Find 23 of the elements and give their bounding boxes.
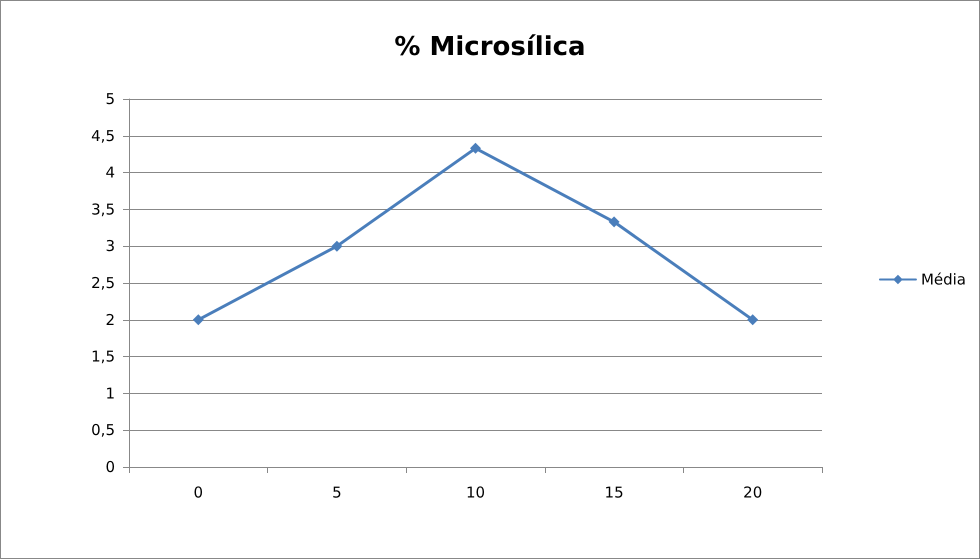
x-tick-label: 20 bbox=[743, 484, 762, 502]
y-tick-label: 0,5 bbox=[91, 421, 115, 440]
point bbox=[192, 314, 204, 326]
x-tick-label: 5 bbox=[332, 484, 342, 502]
chart-title: % Microsílica bbox=[394, 32, 586, 62]
x-tick-label: 0 bbox=[194, 484, 204, 502]
y-tick-label: 2,5 bbox=[91, 274, 115, 292]
x-tick-label: 10 bbox=[466, 484, 486, 502]
y-tick-label: 1 bbox=[105, 384, 115, 402]
x-tick-label: 15 bbox=[604, 484, 624, 502]
y-tick-label: 4,5 bbox=[91, 126, 115, 145]
point bbox=[608, 216, 620, 228]
y-tick-label: 2 bbox=[105, 310, 115, 329]
point bbox=[331, 240, 342, 252]
y-tick-label: 4 bbox=[105, 164, 115, 182]
y-tick-label: 5 bbox=[105, 90, 115, 108]
legend-label: Média bbox=[920, 270, 966, 288]
point bbox=[470, 142, 481, 154]
y-tick-label: 1,5 bbox=[91, 348, 115, 366]
y-tick-label: 3,5 bbox=[91, 200, 115, 218]
point bbox=[747, 314, 758, 326]
y-tick-label: 0 bbox=[105, 458, 115, 476]
y-tick-label: 3 bbox=[105, 237, 115, 256]
